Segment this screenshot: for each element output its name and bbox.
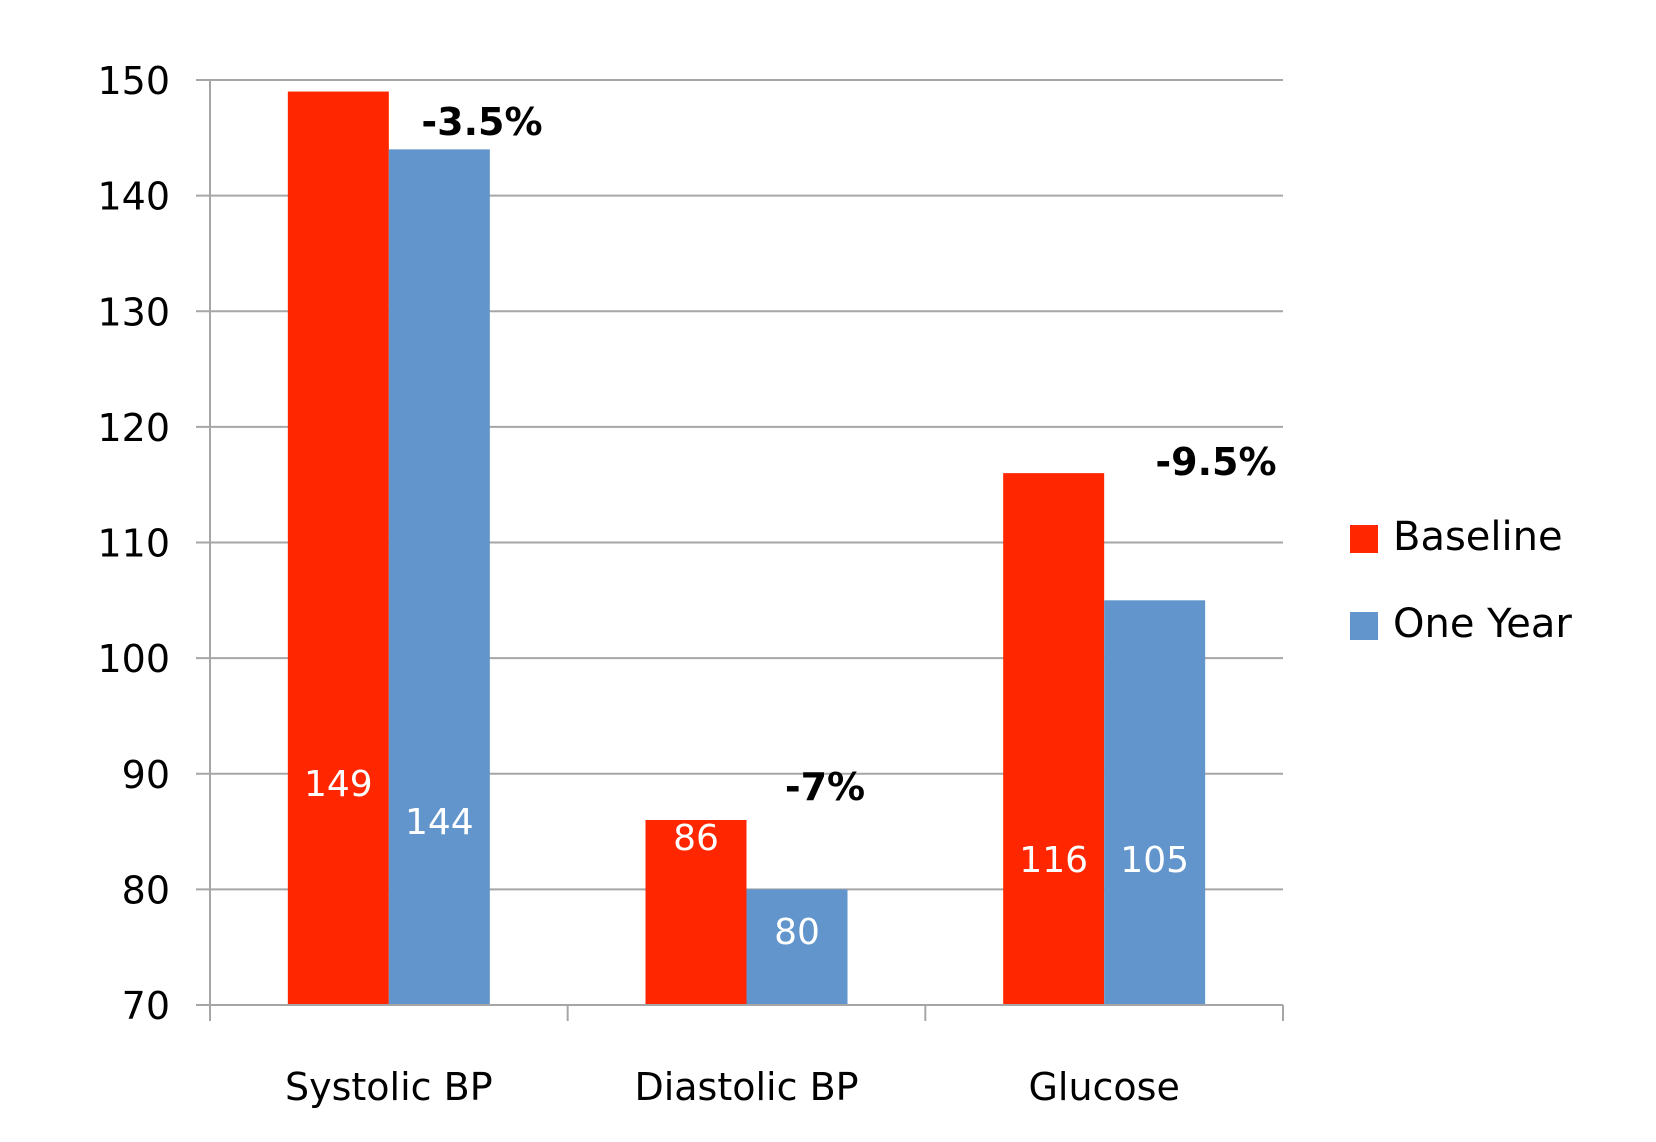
labels-layer: 149 144 Systolic BP 86 80 Diastolic BP 116 105 G…	[285, 100, 1277, 1109]
data-label: 116	[1019, 840, 1088, 881]
bar-one-year	[1104, 600, 1206, 1005]
data-label: 105	[1120, 840, 1189, 881]
y-tick-label: 140	[97, 175, 170, 219]
bar-baseline	[1003, 473, 1105, 1005]
bar-one-year	[746, 889, 848, 1005]
legend-swatch	[1350, 525, 1378, 553]
y-tick-label: 100	[97, 637, 170, 681]
y-tick-label: 130	[97, 290, 170, 334]
y-tick-label: 90	[122, 753, 170, 797]
x-category-label: Systolic BP	[285, 1065, 493, 1109]
y-tick-label: 120	[97, 406, 170, 450]
data-label: 149	[304, 764, 373, 805]
data-label: 80	[774, 912, 820, 953]
data-label: 86	[673, 818, 719, 859]
axis-layer: 70 80 90 100 110 120 130 140 150	[97, 59, 1284, 1028]
bar-baseline	[645, 820, 747, 1005]
bar-one-year	[388, 149, 490, 1005]
legend-swatch	[1350, 612, 1378, 640]
change-annotation: -7%	[785, 765, 865, 809]
bar-baseline	[287, 91, 389, 1005]
x-category-label: Diastolic BP	[634, 1065, 858, 1109]
bars-layer	[287, 91, 1206, 1005]
change-annotation: -9.5%	[1155, 440, 1276, 484]
y-tick-label: 150	[97, 59, 170, 103]
y-tick-label: 80	[122, 868, 170, 912]
legend-label: One Year	[1393, 601, 1572, 647]
y-tick-label: 70	[122, 984, 170, 1028]
y-tick-label: 110	[97, 522, 170, 566]
change-annotation: -3.5%	[421, 100, 542, 144]
data-label: 144	[405, 802, 474, 843]
legend-label: Baseline	[1393, 514, 1563, 560]
x-category-label: Glucose	[1028, 1065, 1179, 1109]
legend: Baseline One Year	[1350, 514, 1572, 647]
